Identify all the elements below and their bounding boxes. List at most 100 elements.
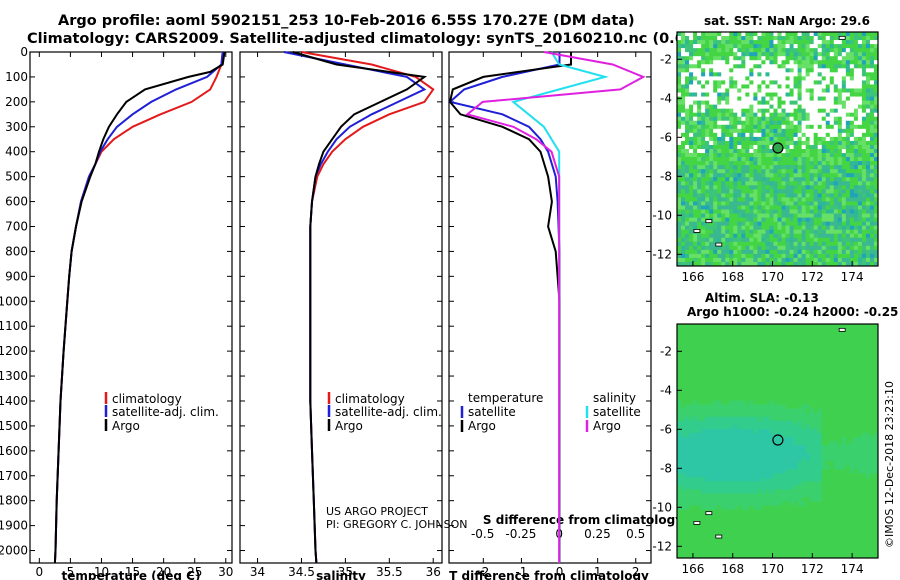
- map-cell: [753, 249, 758, 255]
- map-cell: [757, 432, 762, 438]
- map-cell: [861, 144, 867, 150]
- map-cell: [805, 44, 811, 49]
- map-cell: [717, 217, 722, 223]
- map-cell: [793, 161, 798, 166]
- map-cell: [769, 436, 774, 442]
- map-cell: [709, 189, 714, 194]
- map-cell: [717, 149, 722, 154]
- map-cell: [737, 132, 742, 138]
- map-cell: [725, 213, 730, 218]
- map-cell: [745, 340, 750, 345]
- map-cell: [737, 445, 742, 450]
- map-cell: [849, 449, 855, 454]
- map-cell: [865, 32, 871, 37]
- map-cell: [781, 52, 786, 57]
- map-cell: [705, 388, 710, 393]
- map-cell: [741, 372, 746, 377]
- map-cell: [765, 453, 770, 458]
- map-cell: [837, 396, 843, 402]
- map-cell: [829, 92, 835, 97]
- map-cell: [721, 189, 726, 194]
- map-cell: [725, 56, 730, 61]
- difference-legend-salinity: salinity satellite Argo: [585, 391, 641, 433]
- map-cell: [741, 408, 746, 414]
- map-cell: [841, 108, 847, 114]
- map-cell: [677, 416, 682, 422]
- map-cell: [793, 237, 798, 243]
- map-cell: [737, 209, 742, 214]
- map-cell: [753, 328, 758, 333]
- map-cell: [817, 149, 823, 154]
- map-cell: [713, 412, 718, 418]
- map-cell: [761, 229, 766, 235]
- map-cell: [825, 153, 831, 158]
- map-cell: [853, 249, 859, 255]
- map-cell: [789, 420, 794, 426]
- map-cell: [865, 432, 871, 438]
- map-cell: [777, 428, 782, 434]
- map-cell: [825, 44, 831, 49]
- map-cell: [761, 364, 766, 369]
- map-cell: [841, 32, 847, 37]
- map-cell: [845, 432, 851, 438]
- map-cell: [785, 261, 790, 267]
- map-cell: [821, 177, 827, 182]
- map-cell: [785, 241, 790, 247]
- map-cell: [693, 340, 698, 345]
- map-cell: [849, 441, 855, 446]
- map-cell: [761, 225, 766, 231]
- map-cell: [861, 372, 867, 377]
- map-cell: [817, 441, 823, 446]
- legend-salinity-argo-label: Argo: [593, 419, 621, 433]
- map-cell: [801, 100, 807, 106]
- map-cell: [825, 336, 831, 341]
- map-cell: [749, 233, 754, 239]
- map-cell: [813, 80, 819, 85]
- map-cell: [869, 144, 875, 150]
- map-cell: [709, 328, 714, 333]
- map-cell: [873, 445, 879, 450]
- map-cell: [805, 392, 811, 398]
- map-cell: [845, 64, 851, 69]
- map-cell: [861, 225, 867, 231]
- map-cell: [865, 441, 871, 446]
- map-cell: [733, 217, 738, 223]
- map-cell: [677, 233, 682, 239]
- map-cell: [705, 165, 710, 170]
- map-cell: [689, 360, 694, 365]
- map-cell: [821, 348, 827, 353]
- map-cell: [825, 465, 831, 470]
- map-cell: [841, 221, 847, 227]
- map-cell: [685, 245, 690, 251]
- map-cell: [697, 396, 702, 402]
- map-cell: [817, 201, 823, 206]
- map-cell: [861, 60, 867, 65]
- map-cell: [725, 136, 730, 142]
- map-cell: [721, 412, 726, 418]
- map-cell: [705, 157, 710, 162]
- map-cell: [781, 217, 786, 223]
- map-cell: [717, 165, 722, 170]
- map-cell: [793, 396, 798, 402]
- map-cell: [853, 245, 859, 251]
- map-cell: [781, 108, 786, 114]
- map-cell: [769, 420, 774, 426]
- map-cell: [793, 380, 798, 385]
- map-cell: [689, 52, 694, 57]
- map-cell: [853, 213, 859, 218]
- map-cell: [725, 360, 730, 365]
- map-cell: [705, 328, 710, 333]
- map-cell: [785, 108, 790, 114]
- map-cell: [837, 144, 843, 150]
- map-cell: [733, 177, 738, 182]
- map-cell: [837, 48, 843, 53]
- map-cell: [841, 404, 847, 410]
- map-cell: [749, 112, 754, 118]
- map-cell: [697, 416, 702, 422]
- map-cell: [817, 376, 823, 381]
- map-cell: [845, 36, 851, 41]
- map-cell: [745, 332, 750, 337]
- map-cell: [813, 104, 819, 110]
- map-cell: [745, 44, 750, 49]
- map-cell: [709, 428, 714, 434]
